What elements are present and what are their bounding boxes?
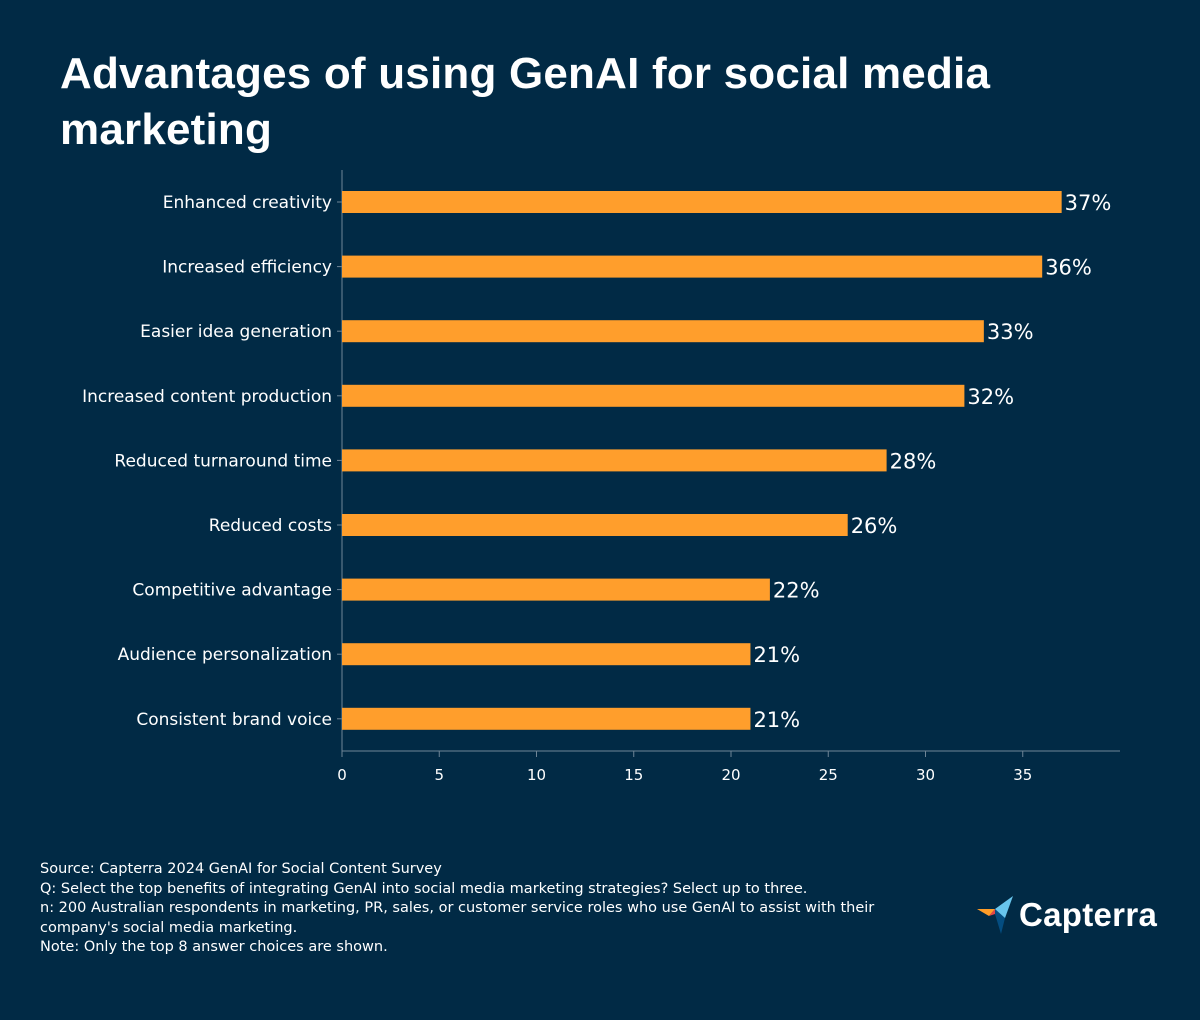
data-label: 22%	[773, 579, 820, 603]
data-label: 32%	[967, 385, 1014, 409]
category-label: Audience personalization	[118, 645, 332, 665]
bar-chart: 0 5 10 15 20 25 30 35 Enhanced creativity 37% Incr…	[82, 170, 1120, 784]
x-tick-label: 5	[434, 766, 444, 784]
x-tick-label: 15	[624, 766, 643, 784]
x-tick-label: 25	[819, 766, 838, 784]
x-tick-label: 10	[527, 766, 546, 784]
x-tick-label: 30	[916, 766, 935, 784]
category-label: Consistent brand voice	[136, 710, 332, 730]
capterra-arrow-icon	[977, 896, 1013, 934]
category-label: Increased content production	[82, 387, 332, 407]
question-note: Q: Select the top benefits of integratin…	[40, 880, 808, 897]
bar	[342, 578, 770, 601]
category-label: Easier idea generation	[140, 322, 332, 342]
data-label: 21%	[753, 708, 800, 732]
source-note: Source: Capterra 2024 GenAI for Social C…	[40, 861, 442, 877]
category-label: Reduced costs	[209, 516, 332, 536]
bar	[342, 384, 965, 407]
category-label: Enhanced creativity	[163, 193, 332, 213]
capterra-logo: Capterra	[975, 893, 1157, 937]
capterra-wordmark: Capterra	[1019, 896, 1158, 933]
chart-title: Advantages of using GenAI for social med…	[60, 49, 991, 154]
x-tick-label: 0	[337, 766, 347, 784]
data-label: 33%	[987, 320, 1034, 344]
bar	[342, 320, 984, 343]
data-label: 28%	[890, 449, 937, 473]
data-label: 36%	[1045, 256, 1092, 280]
category-label: Competitive advantage	[132, 581, 332, 601]
bar	[342, 255, 1043, 278]
data-label: 26%	[851, 514, 898, 538]
category-label: Increased efficiency	[162, 258, 332, 278]
top-answers-note: Note: Only the top 8 answer choices are …	[40, 939, 388, 955]
sample-note: n: 200 Australian respondents in marketi…	[40, 900, 875, 936]
bar	[342, 707, 751, 730]
bar	[342, 449, 887, 472]
data-label: 21%	[753, 643, 800, 667]
bar	[342, 191, 1062, 213]
x-tick-label: 35	[1013, 766, 1032, 784]
bar	[342, 514, 848, 536]
x-tick-label: 20	[721, 766, 740, 784]
footnotes: Source: Capterra 2024 GenAI for Social C…	[40, 860, 920, 958]
bar	[342, 643, 751, 666]
data-label: 37%	[1065, 191, 1112, 215]
category-label: Reduced turnaround time	[114, 451, 332, 471]
